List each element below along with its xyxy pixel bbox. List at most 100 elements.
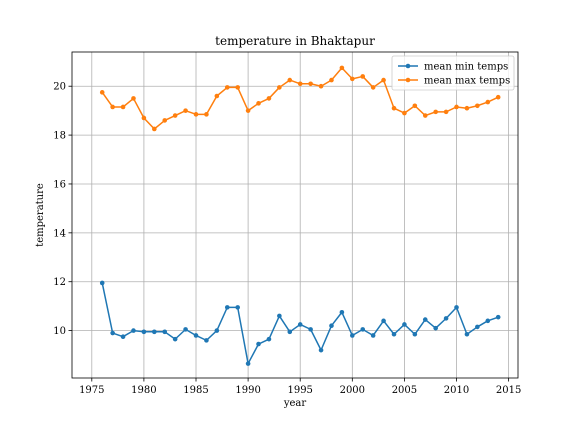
data-point bbox=[412, 331, 418, 337]
y-tick-label: 10 bbox=[53, 326, 66, 337]
data-point bbox=[256, 101, 261, 106]
legend-marker bbox=[405, 77, 411, 83]
data-point bbox=[308, 327, 313, 332]
data-point bbox=[475, 324, 480, 330]
data-point bbox=[318, 347, 324, 353]
data-point bbox=[464, 331, 470, 337]
data-point bbox=[329, 323, 334, 329]
data-point bbox=[495, 314, 501, 320]
x-tick-label: 2010 bbox=[444, 385, 469, 396]
data-point bbox=[277, 313, 282, 319]
data-point bbox=[214, 328, 220, 333]
data-point bbox=[245, 361, 251, 366]
data-point bbox=[318, 83, 324, 89]
data-point bbox=[297, 81, 303, 87]
data-point bbox=[402, 110, 407, 116]
data-point bbox=[381, 77, 386, 83]
data-point bbox=[422, 113, 428, 118]
data-point bbox=[495, 94, 501, 100]
data-point bbox=[214, 93, 220, 99]
data-point bbox=[152, 126, 157, 132]
data-point bbox=[329, 77, 334, 83]
plot-frame bbox=[71, 51, 519, 379]
x-axis-label: year bbox=[283, 398, 307, 409]
data-point bbox=[224, 305, 230, 310]
data-point bbox=[422, 317, 428, 322]
data-point bbox=[412, 103, 418, 109]
data-point bbox=[485, 99, 491, 105]
data-point bbox=[454, 305, 459, 310]
data-point bbox=[443, 109, 449, 115]
data-point bbox=[370, 85, 376, 90]
data-point bbox=[443, 316, 449, 321]
ticks: 1975 1980 1985 1990 1995 2000 2005 2010 2015 10 12… bbox=[53, 82, 521, 396]
data-point bbox=[224, 85, 230, 90]
data-point bbox=[131, 96, 136, 101]
data-point bbox=[110, 330, 115, 336]
data-point bbox=[120, 104, 126, 110]
y-tick-label: 20 bbox=[53, 82, 66, 93]
data-point bbox=[381, 318, 386, 324]
data-point bbox=[235, 85, 240, 90]
x-tick-label: 1995 bbox=[287, 385, 312, 396]
series-layer bbox=[99, 65, 501, 366]
data-point bbox=[297, 322, 303, 327]
data-point bbox=[193, 112, 199, 117]
data-point bbox=[433, 325, 438, 331]
y-tick-label: 18 bbox=[53, 131, 66, 142]
data-point bbox=[391, 331, 397, 337]
x-tick-label: 2000 bbox=[340, 385, 365, 396]
data-point bbox=[131, 328, 136, 333]
data-point bbox=[339, 65, 345, 71]
data-point bbox=[402, 322, 407, 327]
data-point bbox=[235, 305, 240, 310]
data-point bbox=[172, 336, 178, 342]
data-point bbox=[454, 104, 459, 110]
y-tick-label: 16 bbox=[53, 179, 66, 190]
data-point bbox=[350, 333, 355, 338]
data-point bbox=[141, 329, 147, 335]
data-point bbox=[391, 105, 397, 111]
y-axis-label: temperature bbox=[35, 183, 46, 247]
x-tick-label: 1985 bbox=[183, 385, 208, 396]
data-point bbox=[245, 108, 251, 113]
data-point bbox=[183, 327, 188, 332]
data-point bbox=[266, 336, 272, 342]
legend-label: mean max temps bbox=[424, 76, 510, 87]
data-point bbox=[308, 81, 313, 87]
data-point bbox=[110, 104, 115, 110]
y-tick-label: 14 bbox=[53, 228, 66, 239]
data-point bbox=[287, 77, 293, 83]
data-point bbox=[162, 118, 168, 123]
data-point bbox=[256, 341, 261, 347]
data-point bbox=[287, 329, 293, 335]
y-tick-label: 12 bbox=[53, 277, 66, 288]
data-point bbox=[360, 74, 366, 79]
data-point bbox=[193, 333, 199, 338]
data-point bbox=[183, 108, 188, 113]
legend: mean min temps mean max temps bbox=[391, 55, 515, 91]
legend-box bbox=[391, 55, 515, 91]
x-tick-label: 1980 bbox=[131, 385, 156, 396]
data-point bbox=[277, 85, 282, 90]
x-tick-label: 2005 bbox=[392, 385, 417, 396]
data-point bbox=[433, 109, 438, 115]
legend-label: mean min temps bbox=[424, 62, 508, 73]
data-point bbox=[485, 318, 491, 324]
data-point bbox=[350, 76, 355, 82]
legend-marker bbox=[405, 63, 411, 69]
x-tick-label: 1975 bbox=[79, 385, 104, 396]
data-point bbox=[120, 334, 126, 340]
data-point bbox=[172, 113, 178, 118]
chart-title: temperature in Bhaktapur bbox=[215, 34, 375, 48]
data-point bbox=[141, 115, 147, 121]
data-point bbox=[360, 327, 366, 332]
data-point bbox=[339, 309, 345, 315]
data-point bbox=[464, 105, 470, 111]
data-point bbox=[162, 329, 168, 335]
data-point bbox=[99, 90, 105, 95]
data-point bbox=[475, 103, 480, 109]
x-tick-label: 1990 bbox=[235, 385, 260, 396]
data-point bbox=[204, 112, 209, 117]
